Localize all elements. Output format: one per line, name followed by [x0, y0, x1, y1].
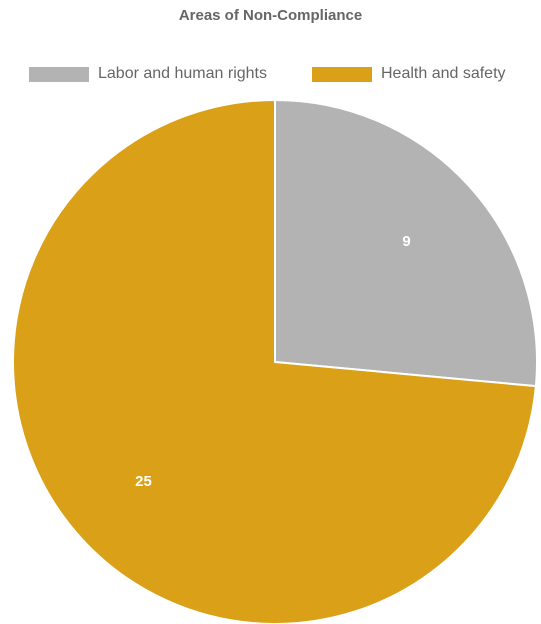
legend-swatch-health-and-safety	[312, 66, 372, 82]
legend-item-health-and-safety[interactable]: Health and safety	[312, 62, 506, 86]
legend-label-health-and-safety: Health and safety	[381, 65, 506, 82]
legend-item-labor-and-human-rights[interactable]: Labor and human rights	[29, 62, 267, 86]
pie-slice-health-and-safety[interactable]	[12, 99, 537, 624]
pie-slice-label-health-and-safety: 25	[135, 473, 152, 490]
chart-legend: Labor and human rights Health and safety	[0, 62, 541, 86]
pie-slice-labor-and-human-rights[interactable]	[274, 99, 538, 388]
chart-title: Areas of Non-Compliance	[178, 7, 363, 24]
legend-swatch-labor-and-human-rights	[29, 66, 89, 82]
legend-label-labor-and-human-rights: Labor and human rights	[98, 65, 267, 82]
pie-slice-label-labor-and-human-rights: 9	[402, 233, 410, 250]
